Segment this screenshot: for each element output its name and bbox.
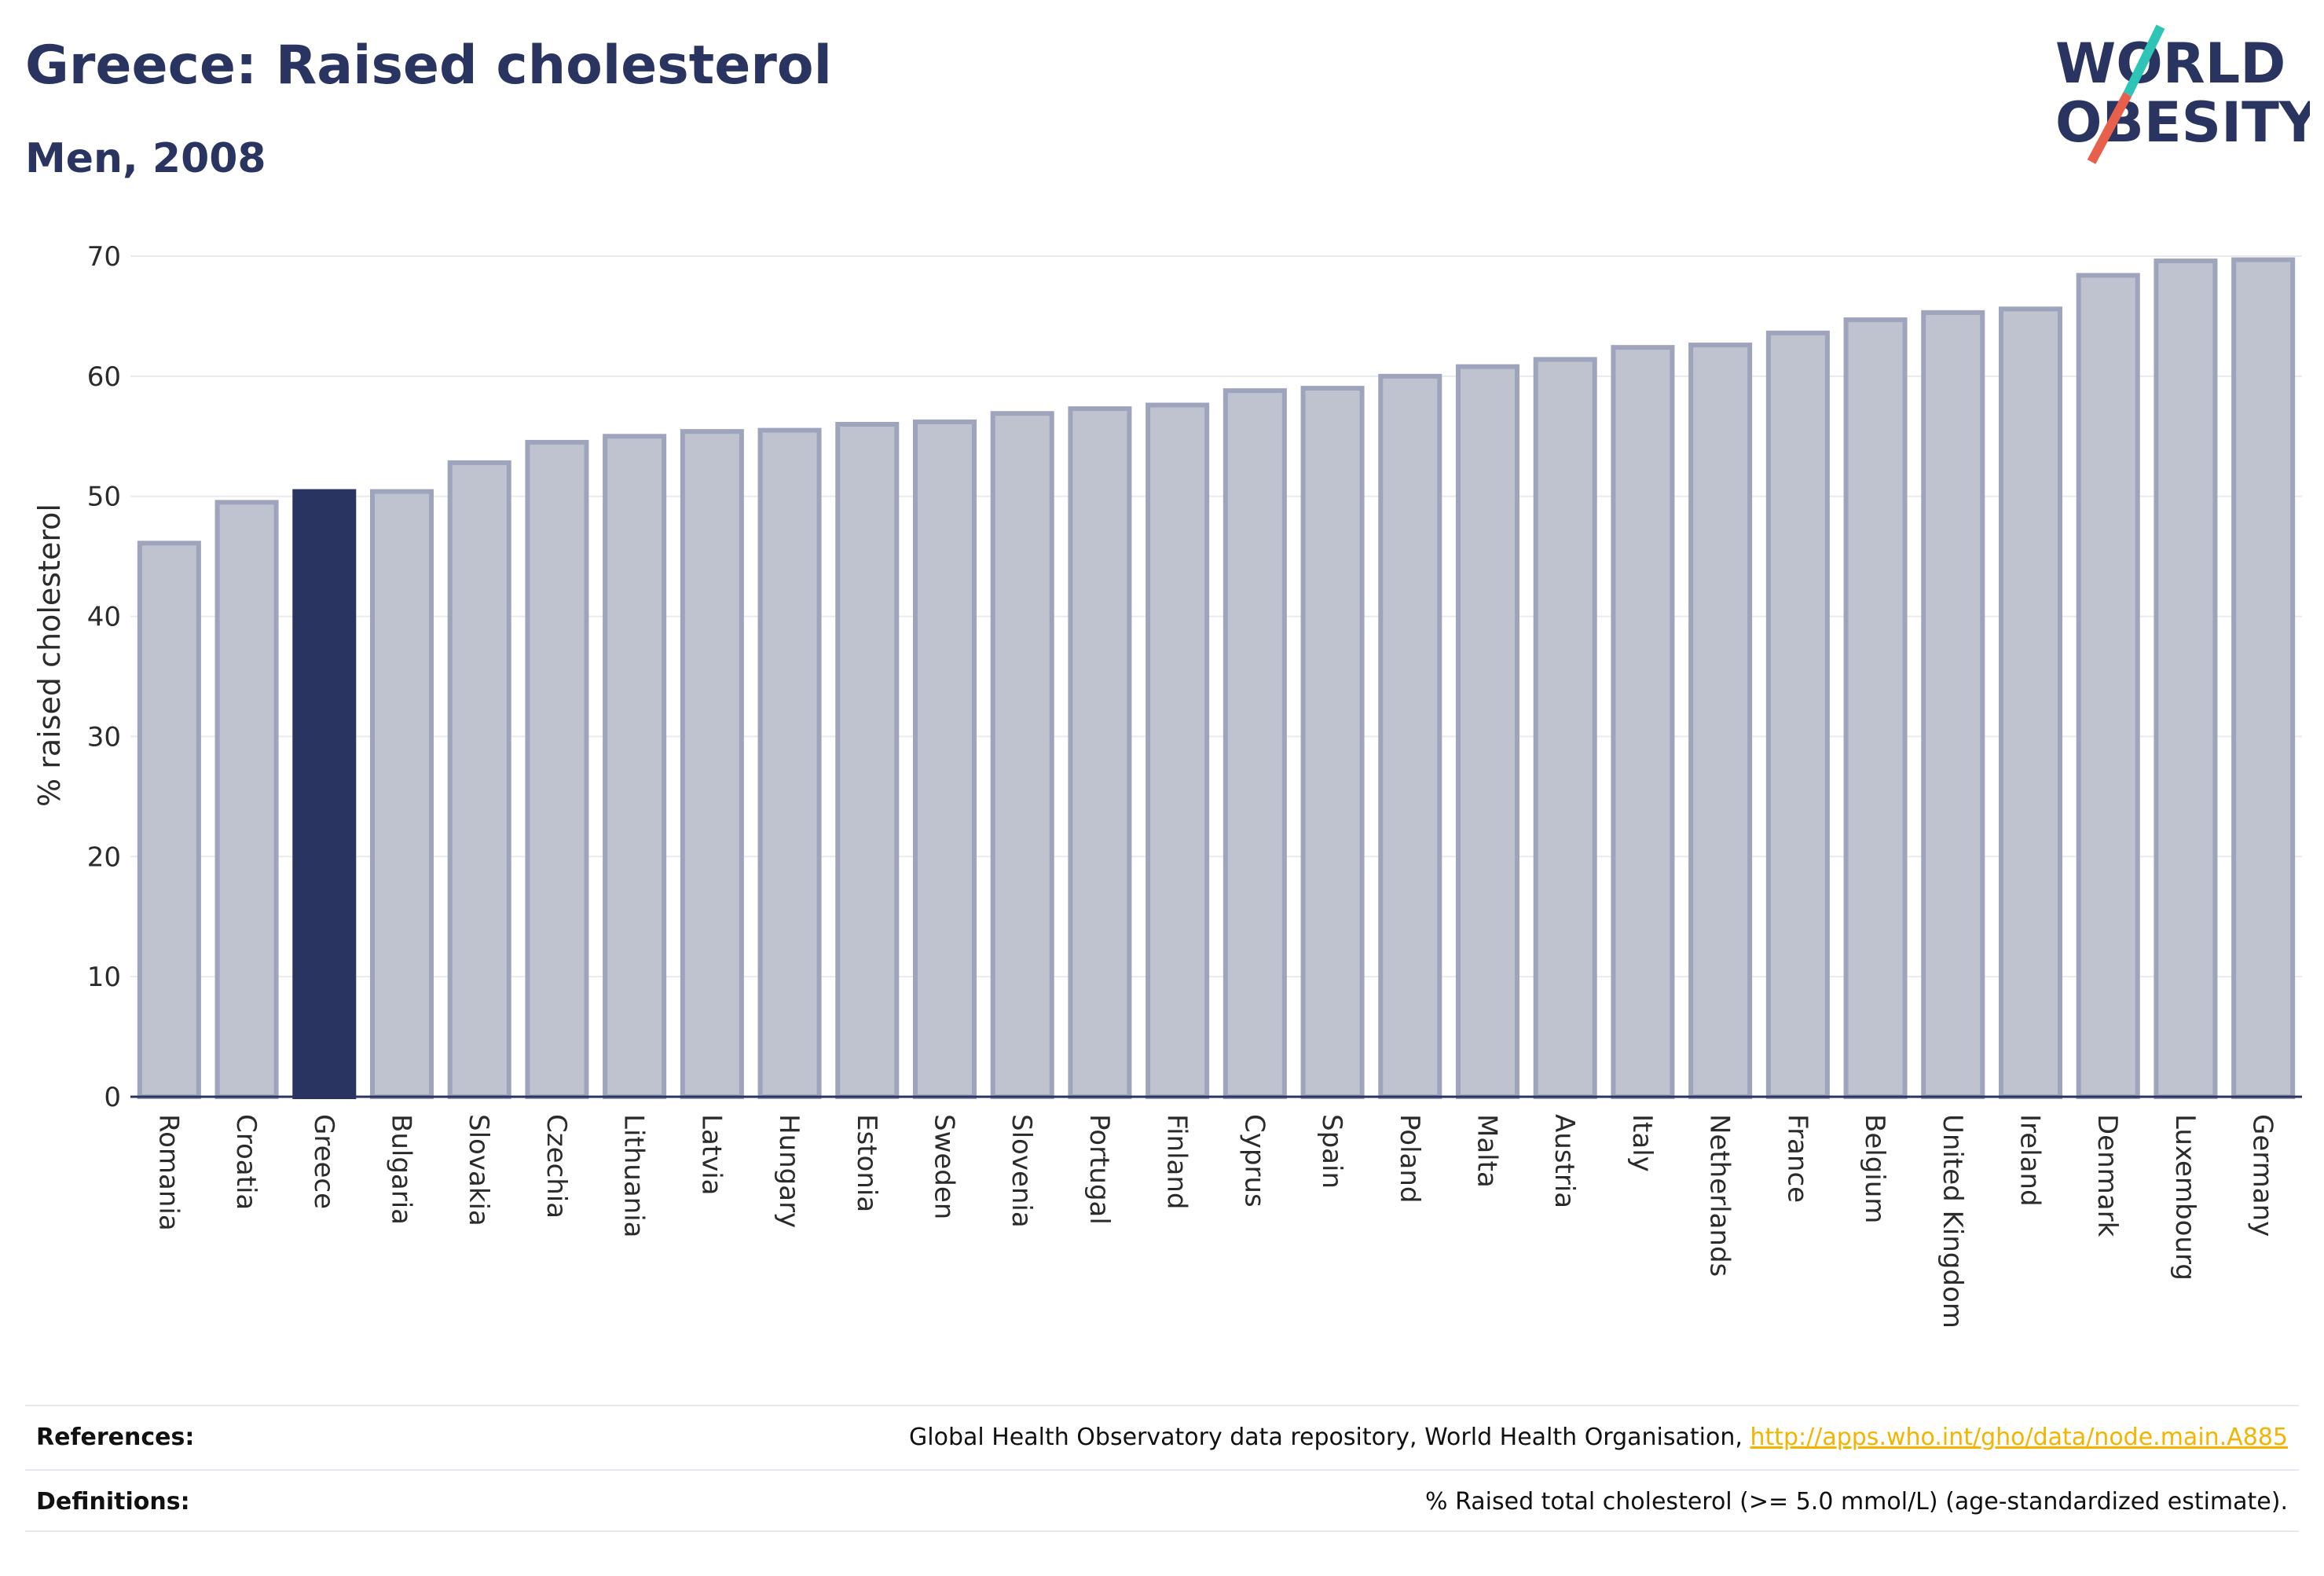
y-tick-label: 0 [104, 1082, 121, 1113]
x-tick-label: Bulgaria [386, 1114, 417, 1225]
references-text: Global Health Observatory data repositor… [909, 1424, 1750, 1451]
bar-lithuania [603, 434, 667, 1099]
x-tick-label: Czechia [541, 1114, 572, 1219]
x-tick-label: Austria [1549, 1114, 1580, 1208]
x-tick-label: Estonia [851, 1114, 882, 1212]
bar-finland [1146, 402, 1210, 1099]
references-row: References: Global Health Observatory da… [25, 1405, 2299, 1468]
y-tick-label: 60 [87, 361, 121, 393]
x-tick-label: Belgium [1859, 1114, 1890, 1223]
x-tick-label: Portugal [1083, 1114, 1115, 1225]
y-tick-labels: 0 10 20 30 40 50 60 70 [87, 241, 121, 1113]
bar-luxembourg [2154, 258, 2218, 1100]
bar-greece [292, 489, 357, 1099]
bar-cyprus [1222, 388, 1287, 1099]
bar-romania [137, 541, 201, 1099]
bar-chart: 0 10 20 30 40 50 60 70 Romania Croatia Greece Bulg… [32, 241, 2302, 1329]
x-tick-label: France [1781, 1114, 1813, 1203]
x-tick-label: Poland [1394, 1114, 1425, 1204]
x-tick-label: United Kingdom [1937, 1114, 1968, 1329]
x-tick-label: Denmark [2091, 1114, 2123, 1237]
bar-czechia [525, 439, 589, 1099]
bar-slovakia [447, 460, 511, 1099]
references-label: References: [36, 1424, 195, 1451]
x-tick-label: Cyprus [1238, 1114, 1270, 1208]
bar-denmark [2076, 273, 2140, 1099]
world-obesity-logo: WORLD OBESITY [2055, 24, 2310, 164]
x-tick-label: Sweden [929, 1114, 960, 1219]
bar-malta [1455, 364, 1520, 1099]
x-tick-label: Malta [1472, 1114, 1503, 1188]
bar-estonia [835, 422, 900, 1099]
bar-italy [1611, 345, 1675, 1099]
x-tick-labels: Romania Croatia Greece Bulgaria Slovakia Czec… [152, 1114, 2278, 1329]
references-value: Global Health Observatory data repositor… [909, 1424, 2288, 1451]
x-tick-label: Finland [1161, 1114, 1193, 1210]
bar-poland [1378, 373, 1442, 1100]
y-tick-label: 40 [87, 602, 121, 633]
x-tick-label: Italy [1626, 1114, 1658, 1172]
references-link[interactable]: http://apps.who.int/gho/data/node.main.A… [1750, 1424, 2288, 1451]
y-tick-label: 70 [87, 241, 121, 273]
bars [137, 257, 2296, 1100]
bar-germany [2231, 257, 2296, 1100]
x-tick-label: Germany [2247, 1114, 2278, 1237]
y-axis-title: % raised cholesterol [32, 504, 67, 807]
x-tick-label: Croatia [230, 1114, 262, 1210]
bar-spain [1300, 386, 1365, 1099]
x-tick-label: Slovenia [1006, 1114, 1037, 1228]
x-tick-label: Latvia [695, 1114, 727, 1196]
x-tick-label: Luxembourg [2169, 1114, 2201, 1281]
bar-sweden [912, 419, 977, 1099]
bar-united-kingdom [1921, 310, 1985, 1100]
bar-austria [1533, 357, 1597, 1099]
page-title: Greece: Raised cholesterol [25, 35, 832, 97]
logo-slash-top [2123, 24, 2165, 97]
logo-word-world: WORLD [2055, 31, 2286, 96]
bar-bulgaria [369, 489, 434, 1099]
x-tick-label: Greece [308, 1114, 339, 1209]
logo-slash-bottom [2087, 92, 2132, 164]
bar-latvia [680, 429, 744, 1099]
bar-netherlands [1688, 343, 1753, 1100]
x-tick-label: Netherlands [1704, 1114, 1736, 1277]
y-tick-label: 50 [87, 482, 121, 513]
y-tick-label: 30 [87, 721, 121, 753]
y-tick-label: 20 [87, 841, 121, 873]
bar-portugal [1068, 406, 1132, 1099]
bar-belgium [1843, 317, 1908, 1099]
y-tick-label: 10 [87, 962, 121, 993]
x-tick-label: Lithuania [618, 1114, 650, 1237]
bar-croatia [214, 500, 279, 1099]
x-tick-label: Ireland [2014, 1114, 2046, 1207]
bar-hungary [757, 427, 822, 1099]
bar-france [1765, 330, 1830, 1100]
page-subtitle: Men, 2008 [25, 135, 266, 182]
bar-slovenia [990, 411, 1054, 1099]
bar-ireland [1998, 306, 2063, 1099]
x-tick-label: Romania [152, 1114, 184, 1231]
x-tick-label: Slovakia [463, 1114, 494, 1226]
definitions-row: Definitions: % Raised total cholesterol … [25, 1469, 2299, 1532]
definitions-label: Definitions: [36, 1488, 190, 1516]
x-tick-label: Hungary [773, 1114, 805, 1228]
definitions-value: % Raised total cholesterol (>= 5.0 mmol/… [1425, 1488, 2288, 1516]
x-tick-label: Spain [1316, 1114, 1347, 1189]
